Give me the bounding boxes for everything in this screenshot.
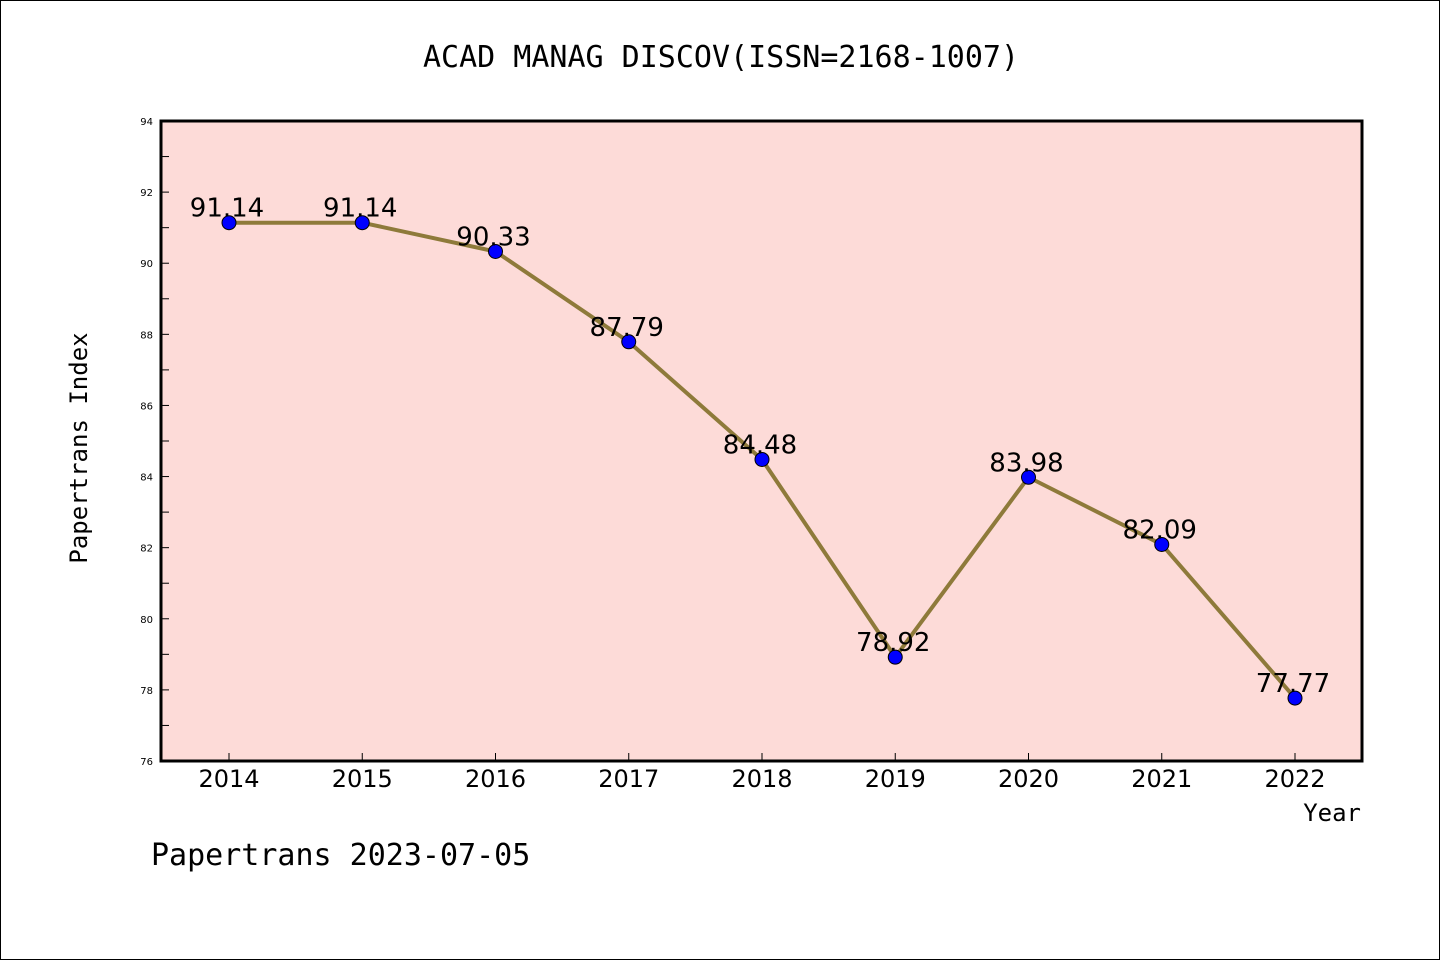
- y-tick-label: 82: [140, 544, 153, 555]
- y-tick-label: 84: [140, 473, 153, 484]
- x-tick-label: 2019: [865, 765, 926, 793]
- y-axis: 76 78 80 82 84 86 88 90 92 94: [140, 117, 169, 768]
- x-tick-label: 2016: [465, 765, 526, 793]
- x-tick-label: 2020: [998, 765, 1059, 793]
- x-tick-label: 2018: [731, 765, 792, 793]
- data-point: [1154, 536, 1170, 552]
- data-label: 87.79: [590, 313, 664, 343]
- data-label: 82.09: [1123, 515, 1197, 545]
- y-tick-label: 80: [140, 615, 153, 626]
- y-tick-label: 90: [140, 259, 153, 270]
- data-labels: 91.14 91.14 90.33 87.79 84.48 78.92 83.98 82.09…: [190, 194, 1330, 699]
- x-axis-label: Year: [1303, 799, 1361, 827]
- data-point: [1287, 690, 1303, 706]
- data-point: [621, 334, 637, 350]
- data-point: [488, 243, 503, 259]
- y-tick-label: 78: [140, 686, 153, 697]
- y-axis-label: Papertrans Index: [65, 332, 93, 563]
- x-tick-label: 2014: [198, 765, 259, 793]
- data-label: 83.98: [989, 448, 1063, 478]
- x-tick-label: 2015: [332, 765, 393, 793]
- data-label: 91.14: [323, 194, 397, 224]
- data-point: [754, 451, 770, 467]
- chart-title: ACAD MANAG DISCOV(ISSN=2168-1007): [423, 40, 1019, 75]
- data-label: 84.48: [723, 430, 797, 460]
- y-tick-label: 76: [140, 757, 153, 768]
- y-tick-label: 88: [140, 330, 153, 341]
- data-label: 91.14: [190, 194, 264, 224]
- x-tick-label: 2022: [1264, 765, 1325, 793]
- data-label: 90.33: [456, 222, 530, 252]
- data-label: 77.77: [1256, 669, 1330, 699]
- y-tick-label: 92: [140, 188, 153, 199]
- data-label: 78.92: [856, 628, 930, 658]
- data-point: [887, 649, 903, 665]
- x-tick-label: 2021: [1131, 765, 1192, 793]
- y-tick-label: 86: [140, 401, 153, 412]
- data-point: [354, 215, 370, 231]
- data-point: [221, 215, 237, 231]
- y-tick-label: 94: [140, 117, 153, 128]
- footer-text: Papertrans 2023-07-05: [151, 838, 530, 873]
- data-points: [221, 215, 1303, 706]
- data-point: [1021, 469, 1036, 485]
- x-tick-label: 2017: [598, 765, 659, 793]
- x-axis: 2014 2015 2016 2017 2018 2019 2020 2021 2022: [198, 753, 1326, 793]
